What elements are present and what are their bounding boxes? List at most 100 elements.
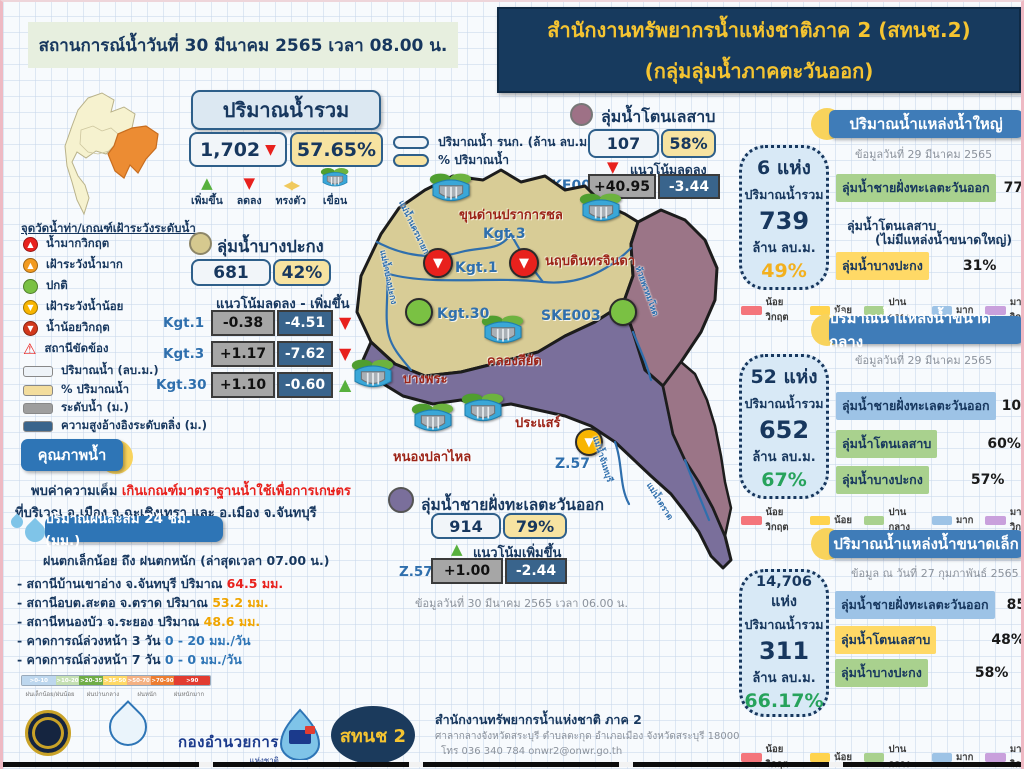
- ske003-station-label: SKE003: [541, 308, 601, 324]
- panel-small-date: ข้อมูล ณ วันที่ 27 กุมภาพันธ์ 2565: [851, 567, 1019, 580]
- site-count: 6 แห่ง: [757, 157, 811, 179]
- eastcoast-basin-dot: [388, 487, 414, 513]
- onwr-graphic-logo: [279, 708, 321, 760]
- panel-medium-date: ข้อมูลวันที่ 29 มีนาคม 2565: [855, 354, 993, 367]
- z57-station-marker[interactable]: ▼: [575, 428, 603, 456]
- severity-label: น้อย: [834, 514, 852, 526]
- site-count: 14,706 แห่ง: [756, 574, 812, 610]
- tonlesap-level: +40.95: [588, 174, 656, 199]
- nongplalai-dam-label: หนองปลาไหล: [393, 450, 472, 465]
- rain-item-value: 53.2 มม.: [212, 595, 269, 610]
- severity-label: มาก: [956, 514, 974, 526]
- increase-icon: ▲: [201, 174, 213, 192]
- basin-percent: 100%: [1001, 398, 1022, 414]
- bangpakong-basin-dot: [189, 232, 212, 255]
- volume-unit: ล้าน ลบ.ม.: [752, 241, 816, 256]
- severity-swatch-low: [809, 305, 831, 315]
- nongplalai-dam-icon: [411, 402, 455, 438]
- basin-map: ขุนด่านปราการชล นฤบดินทรจินดา คลองสียัด …: [333, 164, 751, 576]
- severity-swatch-high: [931, 515, 953, 525]
- trend-down-icon: ▼: [339, 344, 352, 363]
- severity-label: น้อย: [834, 751, 852, 763]
- kgt3-station-marker[interactable]: ▼: [509, 248, 539, 278]
- rain-item-text: - สถานีอบต.สะตอ จ.ตราด ปริมาณ: [17, 595, 213, 610]
- level-swatch: [23, 402, 53, 414]
- scale-name: ฝนปานกลาง: [86, 691, 120, 698]
- basin-label: ลุ่มน้ำโตนเลสาบ: [847, 218, 937, 233]
- increase-label: เพิ่มขึ้น: [191, 195, 223, 207]
- basin-label: ลุ่มน้ำบางปะกง: [836, 252, 929, 280]
- basin-label: ลุ่มน้ำชายฝั่งทะเลตะวันออก: [836, 392, 996, 420]
- eastcoast-trend-label: แนวโน้มเพิ่มขึ้น: [473, 546, 562, 561]
- volume-value: 739: [758, 207, 810, 235]
- scale-segment: >0-10: [22, 676, 56, 685]
- water-quality-button[interactable]: คุณภาพน้ำ: [21, 439, 123, 471]
- station-level: +1.17: [211, 341, 275, 367]
- scale-segment: >35-50: [103, 676, 127, 685]
- trend-up-icon: ▲: [339, 375, 352, 394]
- steady-icon: ◀▶: [283, 178, 300, 192]
- kgt30-station-marker[interactable]: [405, 298, 433, 326]
- down-arrow: ▼: [584, 435, 594, 449]
- scale-segment: >20-35: [79, 676, 104, 685]
- footer-phone: โทร 036 340 784 onwr2@onwr.go.th: [441, 746, 623, 757]
- station-id: Kgt.3: [163, 346, 205, 362]
- basin-label: ลุ่มน้ำชายฝั่งทะเลตะวันออก: [835, 591, 995, 619]
- legend-label: เฝ้าระวังน้ำมาก: [46, 257, 123, 271]
- rain-item-value: 0 - 20 มม./วัน: [164, 633, 251, 648]
- watch-low-icon: ▼: [23, 299, 38, 315]
- legend-label: น้ำน้อยวิกฤต: [46, 320, 110, 334]
- severity-label: มาก: [956, 751, 974, 763]
- eastcoast-basin-name: ลุ่มน้ำชายฝั่งทะเลตะวันออก: [421, 496, 605, 514]
- rain-item: - สถานีหนองบัว จ.ระยอง ปริมาณ 48.6 มม.: [17, 612, 260, 632]
- basin-percent: 31%: [962, 258, 997, 274]
- eastcoast-bank: -2.44: [505, 558, 567, 584]
- z57-station-label: Z.57: [555, 456, 590, 472]
- dam-label: เขื่อน: [322, 195, 348, 207]
- volume-legend-label: ปริมาณน้ำ รนก. (ล้าน ลบ.ม.): [438, 135, 598, 149]
- percent-value: 49%: [761, 260, 807, 282]
- station-bank: -7.62: [277, 341, 333, 367]
- onwr-operations-logo: กองอำนวยการ แห่งชาติ: [178, 730, 279, 767]
- rain-intensity-names: ฝนเล็กน้อย/ฝนน้อย ฝนปานกลาง ฝนหนัก ฝนหนั…: [21, 689, 211, 699]
- rain-item-text: - สถานีบ้านเขาอ่าง จ.จันทบุรี ปริมาณ: [17, 576, 227, 591]
- volume-swatch: [393, 136, 429, 149]
- severity-swatch-critical-low: [741, 752, 762, 762]
- rain-intensity-scale: >0-10 >10-20 >20-35 >35-50 >50-70 >70-90…: [21, 675, 211, 686]
- basin-row: ลุ่มน้ำโตนเลสาบ 48%: [835, 626, 1021, 654]
- station-bank: -0.60: [277, 372, 333, 398]
- severity-label: ปานกลาง: [888, 507, 910, 533]
- volume-unit: ล้าน ลบ.ม.: [752, 671, 816, 686]
- percent-swatch: [393, 154, 429, 167]
- tonlesap-percent: 58%: [661, 129, 716, 158]
- volume-swatch-small: [23, 365, 53, 377]
- kgt1-station-marker[interactable]: ▼: [423, 248, 453, 278]
- operations-logo-text: กองอำนวยการ: [178, 733, 279, 751]
- kgt30-station-label: Kgt.30: [437, 306, 490, 322]
- legend-label: ความสูงอ้างอิงระดับตลิ่ง (ม.): [61, 418, 208, 432]
- rain-item-text: - คาดการณ์ล่วงหน้า 7 วัน: [17, 652, 165, 667]
- operations-logo-sub: แห่งชาติ: [249, 756, 279, 765]
- salinity-prefix: พบค่าความเค็ม: [31, 484, 122, 499]
- panel-small-title: ปริมาณน้ำแหล่งน้ำขนาดเล็ก: [829, 530, 1021, 558]
- percent-value: 67%: [761, 469, 807, 491]
- tonlesap-basin-name: ลุ่มน้ำโตนเลสาบ: [601, 107, 716, 126]
- panel-large-date: ข้อมูลวันที่ 29 มีนาคม 2565: [855, 148, 993, 161]
- severity-legend: น้อยวิกฤต น้อย ปานกลาง มาก มากวิกฤต: [741, 295, 1021, 325]
- severity-label: น้อยวิกฤต: [765, 507, 789, 533]
- volume-unit: ล้าน ลบ.ม.: [752, 450, 816, 465]
- scale-segment: >50-70: [126, 676, 151, 685]
- trend-icon-legend: ▲ เพิ่มขึ้น ▼ ลดลง ◀▶ ทรงตัว เขื่อน: [191, 167, 350, 209]
- panel-medium-summary-bubble: 52 แห่ง ปริมาณน้ำรวม 652 ล้าน ลบ.ม. 67%: [739, 354, 829, 499]
- ske003-station-marker[interactable]: [609, 298, 637, 326]
- basin-label: ลุ่มน้ำชายฝั่งทะเลตะวันออก: [836, 174, 996, 202]
- salinity-highlight: เกินเกณฑ์มาตราฐานน้ำใช้เพื่อการเกษตร: [121, 484, 351, 499]
- normal-icon: [23, 278, 38, 294]
- garuda-emblem-logo: [25, 710, 71, 756]
- panel-large-summary-bubble: 6 แห่ง ปริมาณน้ำรวม 739 ล้าน ลบ.ม. 49%: [739, 145, 829, 290]
- water-drop-logo: [101, 700, 155, 754]
- eastcoast-station-id: Z.57: [399, 564, 433, 580]
- panel-small-summary-bubble: 14,706 แห่ง ปริมาณน้ำรวม 311 ล้าน ลบ.ม. …: [739, 569, 829, 717]
- down-arrow: ▼: [519, 255, 529, 271]
